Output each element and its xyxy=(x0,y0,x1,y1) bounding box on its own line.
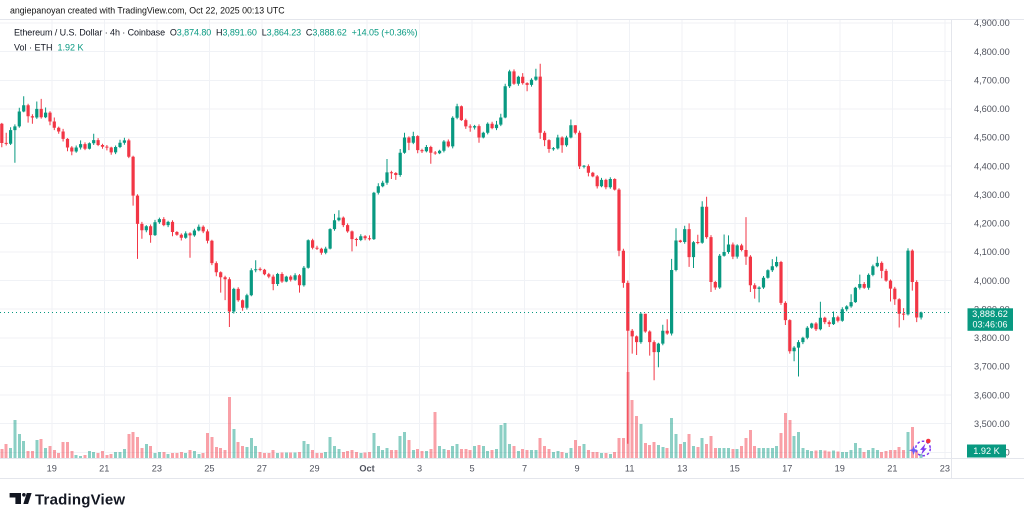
svg-text:21: 21 xyxy=(99,464,109,474)
svg-text:19: 19 xyxy=(47,464,57,474)
svg-text:4,400.00: 4,400.00 xyxy=(974,161,1010,171)
svg-text:4,000.00: 4,000.00 xyxy=(974,276,1010,286)
svg-text:3: 3 xyxy=(417,464,422,474)
svg-text:4,300.00: 4,300.00 xyxy=(974,190,1010,200)
svg-text:19: 19 xyxy=(835,464,845,474)
svg-text:4,500.00: 4,500.00 xyxy=(974,133,1010,143)
svg-text:11: 11 xyxy=(625,464,635,474)
svg-text:29: 29 xyxy=(309,464,319,474)
svg-text:17: 17 xyxy=(782,464,792,474)
svg-text:3,600.00: 3,600.00 xyxy=(974,390,1010,400)
svg-text:23: 23 xyxy=(940,464,950,474)
svg-text:Vol · ETH 1.92 K: Vol · ETH 1.92 K xyxy=(14,43,84,53)
svg-text:TradingView: TradingView xyxy=(35,492,125,509)
svg-text:27: 27 xyxy=(257,464,267,474)
svg-text:Ethereum / U.S. Dollar · 4h ·: Ethereum / U.S. Dollar · 4h · Coinbase O… xyxy=(14,28,418,38)
svg-text:9: 9 xyxy=(575,464,580,474)
svg-text:5: 5 xyxy=(470,464,475,474)
svg-text:03:46:06: 03:46:06 xyxy=(972,319,1007,329)
svg-text:13: 13 xyxy=(677,464,687,474)
svg-text:3,700.00: 3,700.00 xyxy=(974,362,1010,372)
svg-text:4,200.00: 4,200.00 xyxy=(974,219,1010,229)
svg-text:3,888.62: 3,888.62 xyxy=(972,309,1008,319)
svg-text:25: 25 xyxy=(204,464,214,474)
svg-text:23: 23 xyxy=(152,464,162,474)
svg-text:4,900.00: 4,900.00 xyxy=(974,18,1010,28)
svg-text:angiepanoyan created with Trad: angiepanoyan created with TradingView.co… xyxy=(10,6,285,16)
svg-text:4,700.00: 4,700.00 xyxy=(974,76,1010,86)
svg-text:Oct: Oct xyxy=(359,464,374,474)
svg-text:4,100.00: 4,100.00 xyxy=(974,247,1010,257)
svg-text:1.92 K: 1.92 K xyxy=(973,446,1000,456)
svg-text:3,500.00: 3,500.00 xyxy=(974,419,1010,429)
svg-text:3,800.00: 3,800.00 xyxy=(974,333,1010,343)
svg-text:7: 7 xyxy=(522,464,527,474)
svg-text:4,800.00: 4,800.00 xyxy=(974,47,1010,57)
svg-text:21: 21 xyxy=(887,464,897,474)
svg-text:4,600.00: 4,600.00 xyxy=(974,104,1010,114)
svg-text:15: 15 xyxy=(730,464,740,474)
